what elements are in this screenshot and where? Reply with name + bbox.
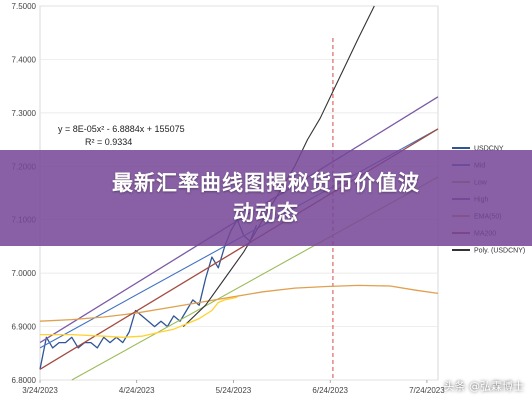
watermark: 头条 @弘霖博士 (443, 380, 525, 393)
r-squared-text: R² = 0.9334 (85, 137, 132, 147)
x-tick-label: 7/24/2023 (409, 386, 445, 395)
series-line-unnamed (40, 296, 238, 338)
y-tick-label: 7.5000 (12, 2, 37, 11)
y-tick-label: 7.0000 (12, 269, 37, 278)
y-tick-label: 7.3000 (12, 109, 37, 118)
y-tick-label: 6.8000 (12, 376, 37, 385)
x-axis-ticks: 3/24/2023 4/24/2023 5/24/2023 6/24/2023 7/24… (22, 380, 445, 395)
x-tick-label: 5/24/2023 (216, 386, 252, 395)
x-tick-label: 3/24/2023 (22, 386, 58, 395)
banner-title-line1: 最新汇率曲线图揭秘货币价值波 (112, 171, 420, 195)
x-tick-label: 6/24/2023 (312, 386, 348, 395)
series-line-ema-50 (39, 284, 439, 322)
y-tick-label: 7.4000 (12, 55, 37, 64)
y-tick-label: 6.9000 (12, 323, 37, 332)
legend-label: Poly. (USDCNY) (474, 248, 525, 255)
trendline-equation: y = 8E-05x² - 6.8884x + 155075 R² = 0.93… (58, 124, 185, 147)
equation-text: y = 8E-05x² - 6.8884x + 155075 (58, 124, 185, 134)
legend-label: USDCNY (474, 146, 504, 153)
x-tick-label: 4/24/2023 (119, 386, 155, 395)
title-banner: 最新汇率曲线图揭秘货币价值波 动动态 (0, 150, 532, 246)
banner-title-line2: 动动态 (233, 201, 299, 225)
